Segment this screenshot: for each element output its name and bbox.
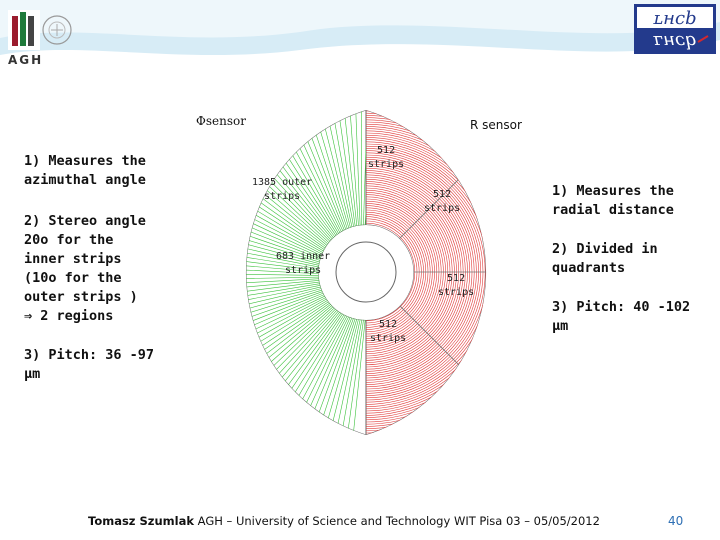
r-item-pitch: 3) Pitch: 40 -102 μm (552, 299, 691, 334)
sensor-diagram (245, 110, 487, 435)
header-band (0, 0, 720, 55)
svg-text:ʟнcb: ʟнcb (652, 8, 696, 29)
r-sensor-title: R sensor (470, 118, 522, 132)
r-item-quadrants: 2) Divided in quadrants (552, 241, 658, 276)
phi-item-stereo-angle: 2) Stereo angle 20o for the inner strips… (24, 213, 146, 324)
r-item-radial: 1) Measures the radial distance (552, 183, 674, 218)
inner-strips-label: 683 inner strips (276, 251, 331, 276)
svg-text:ʟнcb: ʟнcb (652, 31, 696, 52)
footer: Tomasz Szumlak AGH – University of Scien… (88, 514, 600, 528)
agh-logo-icon (8, 10, 40, 50)
university-seal-icon (42, 15, 72, 45)
footer-author: Tomasz Szumlak (88, 514, 194, 528)
r-strips-label-2: 512 strips (424, 189, 461, 214)
r-strips-label-4: 512 strips (370, 319, 407, 344)
r-strips-label-3: 512 strips (438, 273, 475, 298)
r-strips-label-1: 512 strips (368, 145, 405, 170)
phi-item-azimuthal: 1) Measures the azimuthal angle (24, 153, 146, 188)
phi-sensor-title: Φsensor (196, 114, 246, 128)
footer-text: AGH – University of Science and Technolo… (194, 514, 600, 528)
phi-item-pitch: 3) Pitch: 36 -97 μm (24, 347, 155, 382)
lhcb-logo-icon: ʟнcb ʟнcb (634, 4, 716, 54)
page-number: 40 (668, 514, 684, 528)
outer-strips-label: 1385 outer strips (252, 177, 313, 202)
agh-logo-text: AGH (8, 53, 44, 67)
